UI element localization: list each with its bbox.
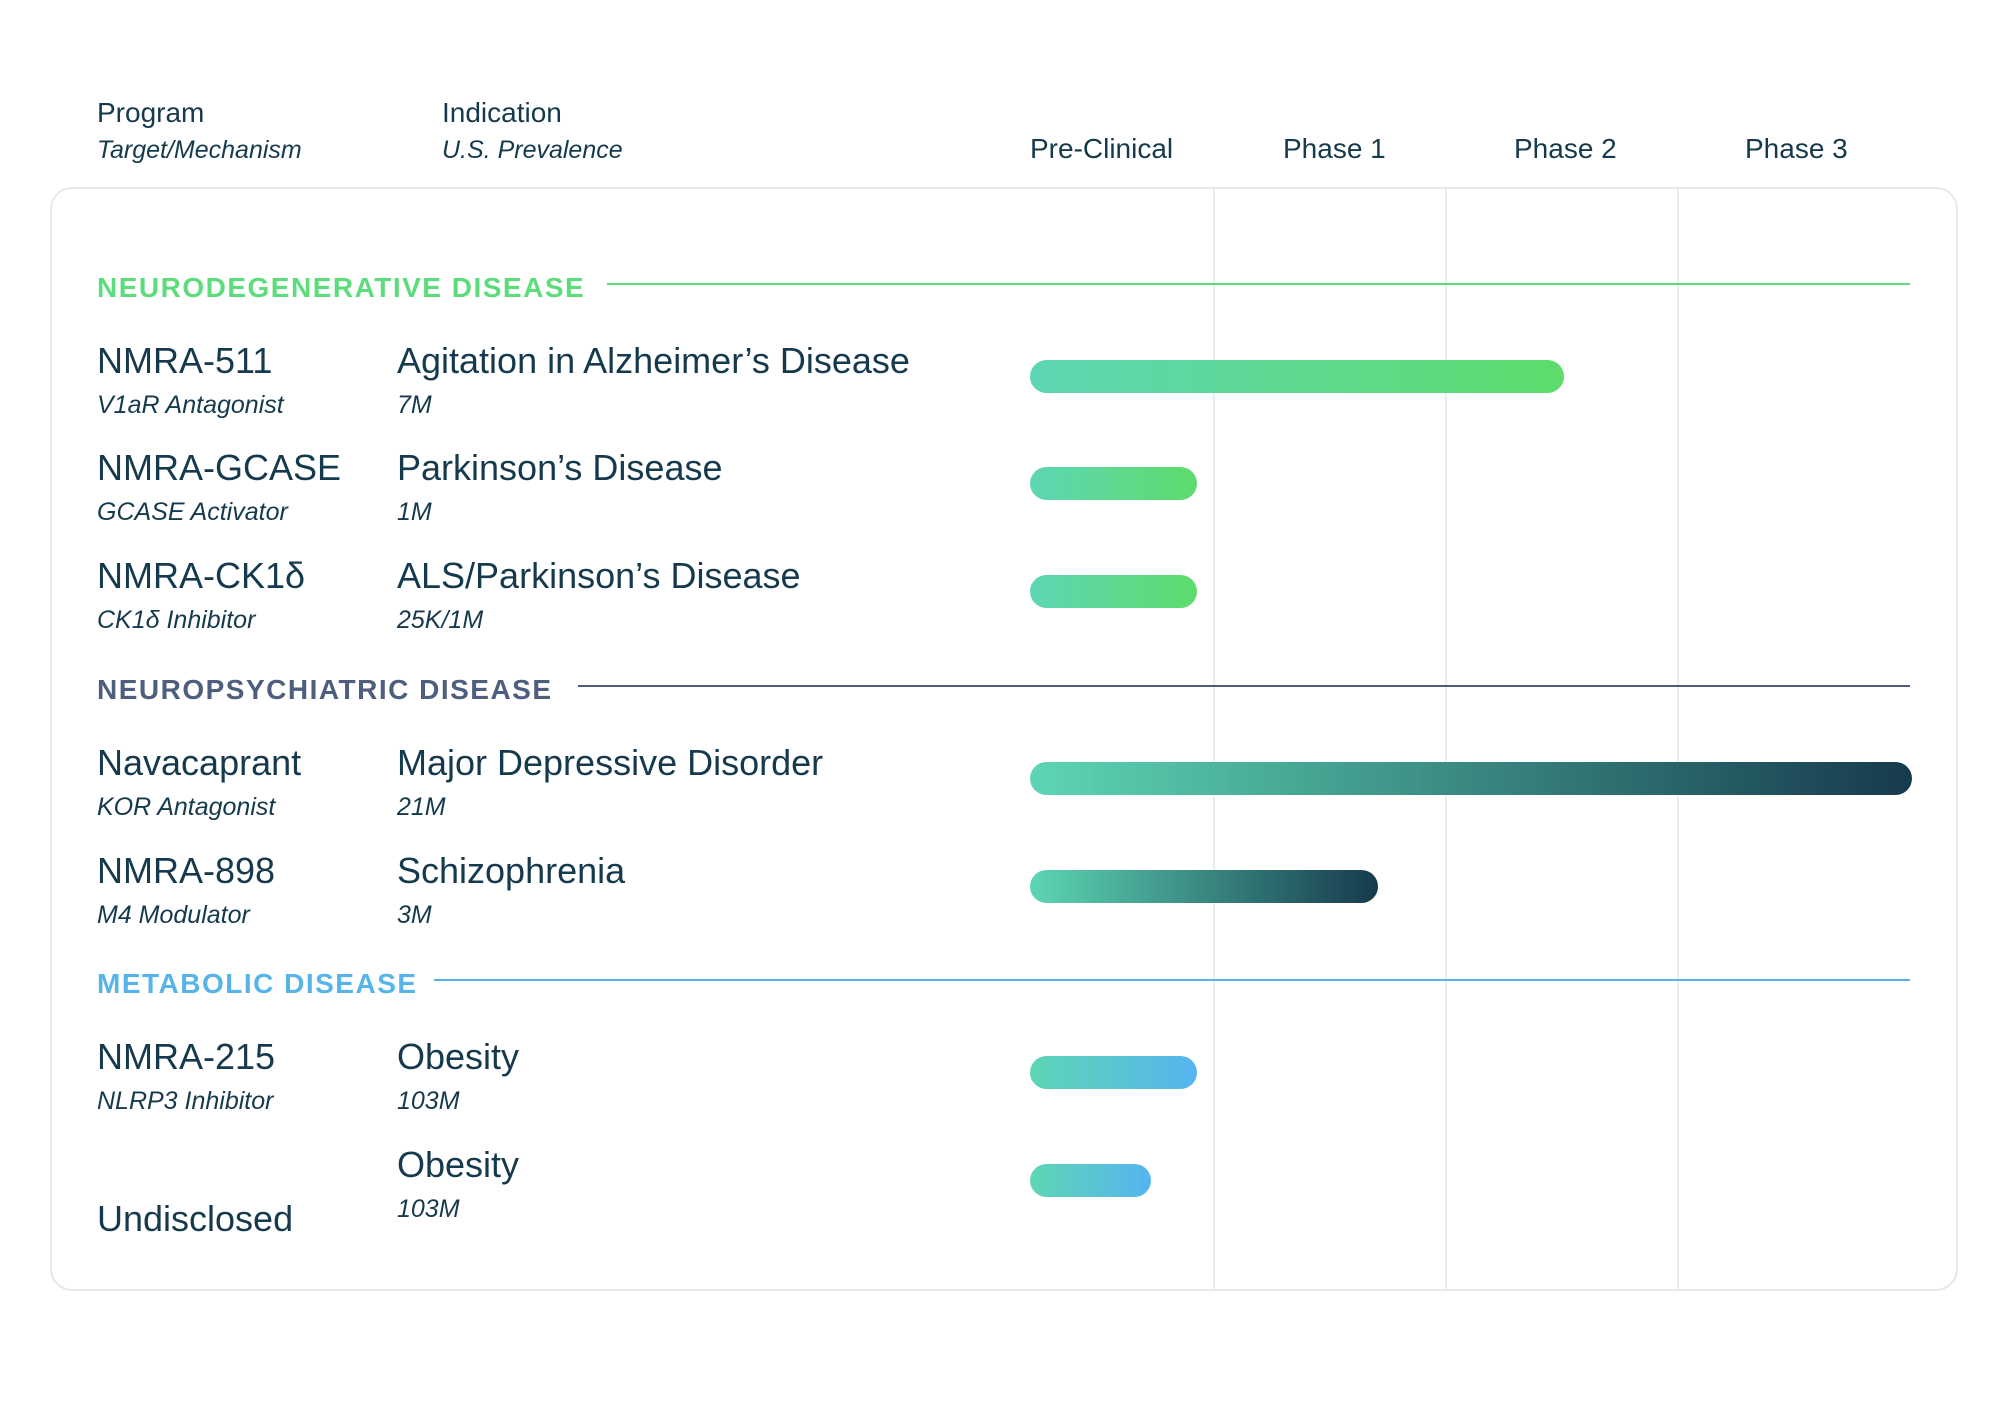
program-name: NMRA-GCASE <box>97 447 342 488</box>
phase-header-3: Phase 2 <box>1514 133 1617 164</box>
category-rule <box>434 979 1910 981</box>
program-mechanism: CK1δ Inhibitor <box>97 606 256 634</box>
indication-prevalence: 103M <box>397 1087 460 1115</box>
progress-bar <box>1030 575 1197 608</box>
program-mechanism: NLRP3 Inhibitor <box>97 1087 274 1115</box>
progress-bar <box>1030 870 1378 903</box>
program-name: NMRA-898 <box>97 850 276 891</box>
prevalence-header: U.S. Prevalence <box>442 136 623 164</box>
progress-bar <box>1030 762 1912 795</box>
indication-name: Obesity <box>397 1036 520 1077</box>
category-title: METABOLIC DISEASE <box>97 968 418 999</box>
phase-divider <box>1445 189 1447 1289</box>
program-name: NMRA-511 <box>97 340 273 381</box>
program-name: NMRA-CK1δ <box>97 555 306 596</box>
program-mechanism: M4 Modulator <box>97 901 250 929</box>
indication-prevalence: 3M <box>397 901 432 929</box>
program-name: NMRA-215 <box>97 1036 276 1077</box>
phase-header-4: Phase 3 <box>1745 133 1848 164</box>
program-mechanism: V1aR Antagonist <box>97 391 284 419</box>
indication-prevalence: 21M <box>397 793 446 821</box>
progress-bar <box>1030 1056 1197 1089</box>
category-rule <box>578 685 1910 687</box>
indication-name: ALS/Parkinson’s Disease <box>397 555 801 596</box>
phase-divider <box>1213 189 1215 1289</box>
program-header: Program <box>97 97 205 128</box>
phase-header-2: Phase 1 <box>1283 133 1386 164</box>
indication-name: Schizophrenia <box>397 850 626 891</box>
phase-header-1: Pre-Clinical <box>1030 133 1174 164</box>
category-title: NEURODEGENERATIVE DISEASE <box>97 272 586 303</box>
indication-name: Obesity <box>397 1144 520 1185</box>
program-mechanism: KOR Antagonist <box>97 793 276 821</box>
category-title: NEUROPSYCHIATRIC DISEASE <box>97 674 553 705</box>
mechanism-header: Target/Mechanism <box>97 136 302 164</box>
program-name: Navacaprant <box>97 742 302 783</box>
progress-bar <box>1030 1164 1151 1197</box>
phase-divider <box>1677 189 1679 1289</box>
progress-bar <box>1030 467 1197 500</box>
indication-name: Parkinson’s Disease <box>397 447 723 488</box>
program-name: Undisclosed <box>97 1198 294 1239</box>
program-mechanism: GCASE Activator <box>97 498 288 526</box>
indication-prevalence: 1M <box>397 498 432 526</box>
indication-prevalence: 7M <box>397 391 432 419</box>
indication-name: Agitation in Alzheimer’s Disease <box>397 340 910 381</box>
pipeline-card <box>50 187 1958 1291</box>
indication-prevalence: 25K/1M <box>397 606 484 634</box>
category-rule <box>607 283 1910 285</box>
indication-header: Indication <box>442 97 562 128</box>
progress-bar <box>1030 360 1564 393</box>
indication-name: Major Depressive Disorder <box>397 742 824 783</box>
indication-prevalence: 103M <box>397 1195 460 1223</box>
